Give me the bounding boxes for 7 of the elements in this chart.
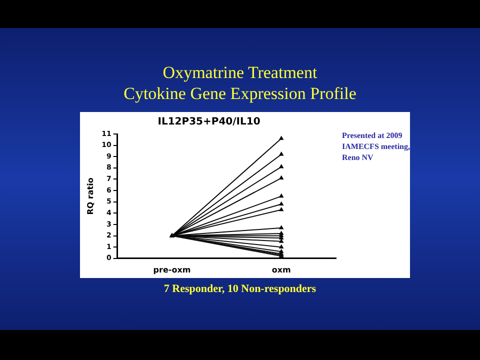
text: Presented at 2009 IAMECFS meeting, Reno NV — [342, 130, 410, 163]
x-tick-label: pre-oxm — [153, 265, 191, 274]
x-tick-label: oxm — [272, 265, 291, 274]
text: 7 Responder, 10 Non-responders — [162, 283, 318, 295]
chart-title: Oxymatrine Treatment Cytokine Gene Expression Profile — [122, 62, 358, 104]
chart-subtitle: IL12P35+P40/IL10 — [158, 116, 260, 128]
y-axis-title: RQ ratio — [86, 177, 95, 215]
